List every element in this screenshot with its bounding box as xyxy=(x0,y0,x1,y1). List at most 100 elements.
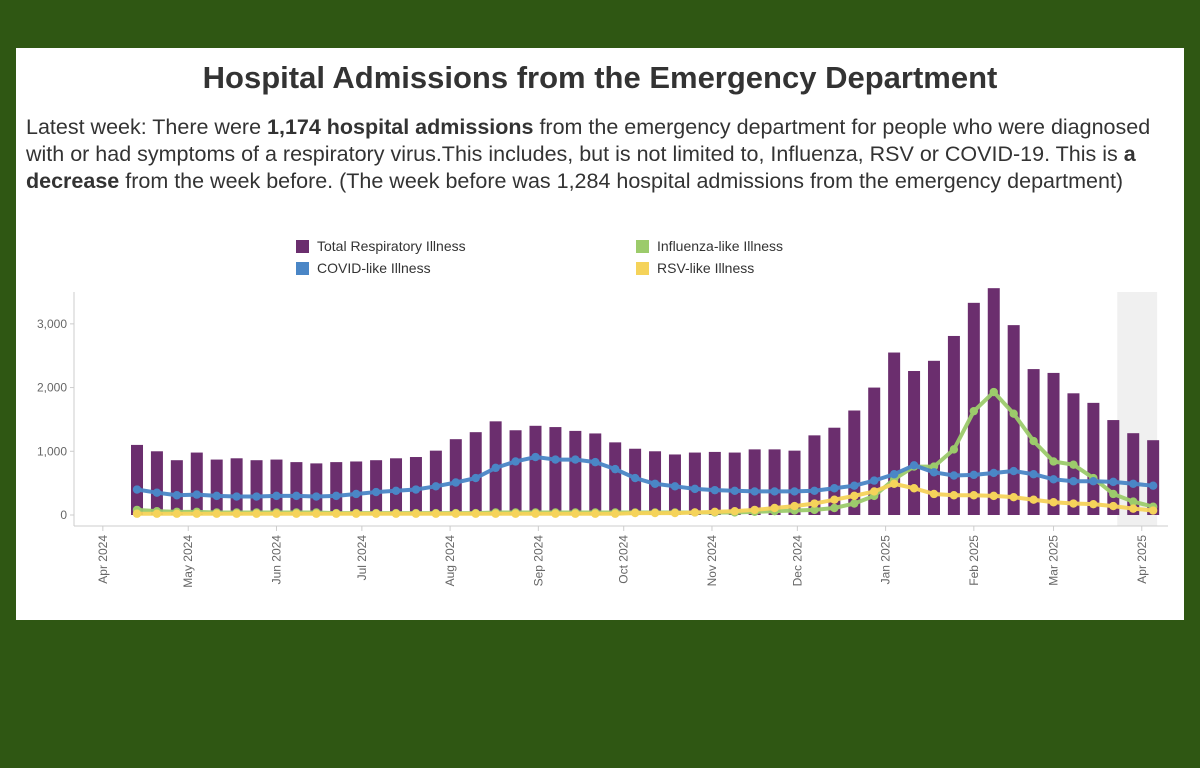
point-covid-like-illness xyxy=(889,470,899,479)
x-tick-label: Jul 2024 xyxy=(355,535,369,581)
legend-swatch-rsv xyxy=(636,261,649,275)
point-rsv-like-illness xyxy=(312,509,321,518)
point-rsv-like-illness xyxy=(272,509,281,518)
chart-legend: Total Respiratory Illness Influenza-like… xyxy=(16,234,1184,284)
point-rsv-like-illness xyxy=(1029,495,1038,504)
point-rsv-like-illness xyxy=(152,509,162,518)
bar-total-respiratory xyxy=(469,432,482,515)
point-covid-like-illness xyxy=(1089,477,1098,486)
legend-item-total-respiratory[interactable]: Total Respiratory Illness xyxy=(296,238,466,254)
point-covid-like-illness xyxy=(252,492,261,501)
point-rsv-like-illness xyxy=(630,508,640,518)
bar-total-respiratory xyxy=(230,458,243,515)
point-rsv-like-illness xyxy=(132,509,142,518)
bar-total-respiratory xyxy=(350,461,363,515)
x-tick-label: May 2024 xyxy=(181,535,195,588)
summary-trend: a decrease xyxy=(26,142,1136,193)
point-rsv-like-illness xyxy=(1009,492,1018,502)
bar-total-respiratory xyxy=(908,371,921,515)
x-tick-label: Apr 2025 xyxy=(1135,535,1149,584)
bar-total-respiratory xyxy=(1127,433,1140,515)
point-rsv-like-illness xyxy=(909,484,919,493)
point-covid-like-illness xyxy=(371,487,381,497)
point-influenza-like-illness xyxy=(1129,497,1138,506)
point-covid-like-illness xyxy=(312,492,321,501)
bar-total-respiratory xyxy=(987,288,1000,515)
point-rsv-like-illness xyxy=(351,509,361,518)
line-rsv-like-illness xyxy=(135,481,1156,516)
legend-label: RSV-like Illness xyxy=(657,260,755,276)
bar-total-respiratory xyxy=(1107,420,1120,515)
point-rsv-like-illness xyxy=(750,505,759,515)
summary-admissions-count: 1,174 hospital admissions xyxy=(267,115,534,139)
point-influenza-like-illness xyxy=(989,387,998,397)
point-covid-like-illness xyxy=(690,484,700,494)
y-tick-label: 3,000 xyxy=(37,317,67,331)
point-covid-like-illness xyxy=(192,490,201,499)
legend-item-influenza[interactable]: Influenza-like Illness xyxy=(636,238,783,254)
bar-total-respiratory xyxy=(1047,372,1060,515)
point-rsv-like-illness xyxy=(1148,506,1158,515)
point-rsv-like-illness xyxy=(212,509,221,518)
point-covid-like-illness xyxy=(830,484,839,493)
point-rsv-like-illness xyxy=(889,479,899,488)
point-covid-like-illness xyxy=(551,455,560,464)
point-influenza-like-illness xyxy=(1029,436,1038,446)
point-covid-like-illness xyxy=(232,492,241,501)
point-covid-like-illness xyxy=(730,486,739,495)
bar-total-respiratory xyxy=(688,452,701,515)
point-rsv-like-illness xyxy=(332,509,341,518)
point-covid-like-illness xyxy=(511,457,520,466)
point-rsv-like-illness xyxy=(292,509,301,518)
bar-total-respiratory xyxy=(848,410,861,515)
bar-total-respiratory xyxy=(210,459,223,515)
x-tick-label: Nov 2024 xyxy=(705,535,719,587)
point-covid-like-illness xyxy=(949,471,959,480)
bar-total-respiratory xyxy=(768,449,781,515)
point-rsv-like-illness xyxy=(591,509,600,518)
line-covid-like-illness xyxy=(135,455,1156,499)
point-rsv-like-illness xyxy=(730,506,739,516)
point-covid-like-illness xyxy=(292,491,301,501)
point-rsv-like-illness xyxy=(431,509,441,518)
point-covid-like-illness xyxy=(531,452,540,462)
point-covid-like-illness xyxy=(929,468,939,477)
point-covid-like-illness xyxy=(411,485,421,494)
point-covid-like-illness xyxy=(909,461,919,470)
point-rsv-like-illness xyxy=(451,509,460,518)
bar-total-respiratory xyxy=(569,430,582,515)
legend-item-rsv[interactable]: RSV-like Illness xyxy=(636,260,754,276)
legend-label: COVID-like Illness xyxy=(317,260,431,276)
point-rsv-like-illness xyxy=(371,509,381,518)
point-covid-like-illness xyxy=(391,486,401,495)
bar-total-respiratory xyxy=(828,427,841,515)
bar-total-respiratory xyxy=(1007,325,1020,515)
bar-total-respiratory xyxy=(449,439,462,515)
point-covid-like-illness xyxy=(471,473,480,483)
point-covid-like-illness xyxy=(650,479,660,488)
point-covid-like-illness xyxy=(1069,477,1078,486)
legend-swatch-total-respiratory xyxy=(296,239,309,253)
bar-total-respiratory xyxy=(310,463,323,515)
bar-total-respiratory xyxy=(270,459,283,515)
point-covid-like-illness xyxy=(172,491,182,500)
bar-total-respiratory xyxy=(549,427,562,515)
point-rsv-like-illness xyxy=(471,509,480,518)
chart-title: Hospital Admissions from the Emergency D… xyxy=(202,60,998,95)
bar-total-respiratory xyxy=(1147,440,1160,515)
legend-swatch-covid xyxy=(296,261,309,275)
point-rsv-like-illness xyxy=(949,491,959,500)
point-influenza-like-illness xyxy=(1109,489,1118,499)
point-covid-like-illness xyxy=(571,455,580,464)
point-influenza-like-illness xyxy=(969,406,979,416)
point-rsv-like-illness xyxy=(1109,501,1118,511)
legend-item-covid[interactable]: COVID-like Illness xyxy=(296,260,431,276)
point-rsv-like-illness xyxy=(929,489,939,499)
point-rsv-like-illness xyxy=(511,509,520,518)
x-tick-label: Oct 2024 xyxy=(617,535,631,584)
point-covid-like-illness xyxy=(989,468,998,478)
bar-total-respiratory xyxy=(370,460,383,515)
point-covid-like-illness xyxy=(1009,466,1018,476)
point-covid-like-illness xyxy=(132,485,142,494)
point-rsv-like-illness xyxy=(989,491,998,501)
